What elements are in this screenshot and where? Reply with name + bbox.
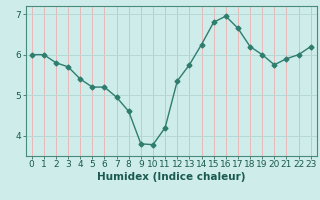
X-axis label: Humidex (Indice chaleur): Humidex (Indice chaleur) xyxy=(97,172,245,182)
